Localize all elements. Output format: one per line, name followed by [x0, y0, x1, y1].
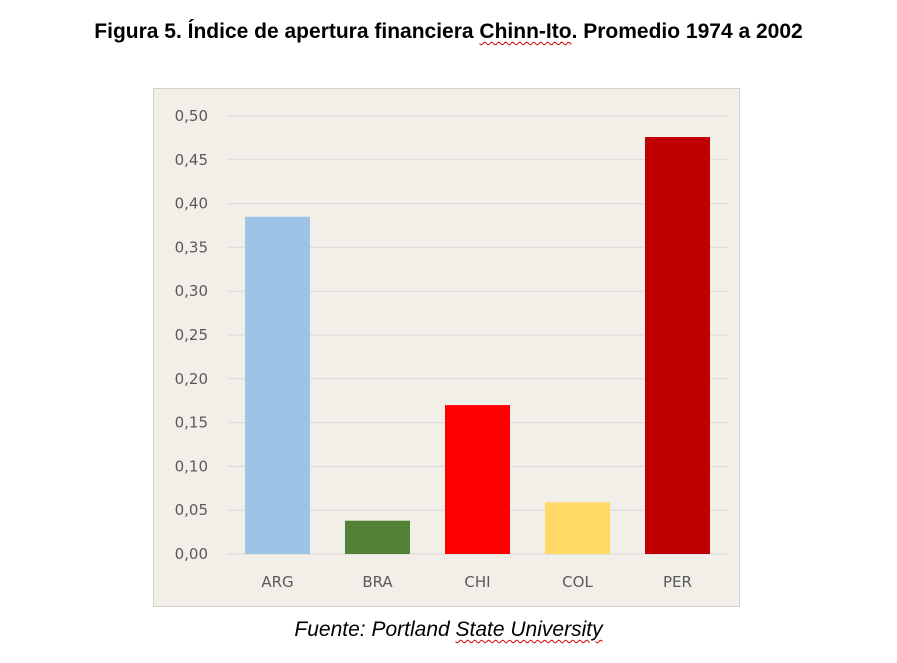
- y-tick-label: 0,10: [175, 457, 208, 475]
- source-note: Fuente: Portland State University: [0, 618, 897, 642]
- gridlines: [228, 115, 728, 555]
- y-tick-label: 0,40: [175, 195, 208, 213]
- source-prefix: Fuente: Portland: [294, 618, 456, 641]
- bar-chart: 0,00 0,05 0,10 0,15 0,20 0,25 0,30 0,35 0,40 0,45…: [175, 107, 728, 591]
- figure-title-suffix: . Promedio 1974 a 2002: [571, 20, 803, 43]
- bar-chi: [445, 405, 510, 554]
- y-tick-label: 0,05: [175, 501, 208, 519]
- y-tick-label: 0,30: [175, 282, 208, 300]
- figure-title: Figura 5. Índice de apertura financiera …: [0, 20, 897, 44]
- x-category-label-arg: ARG: [261, 573, 293, 591]
- figure-title-flagged-word: Chinn-Ito: [479, 20, 572, 43]
- x-category-label-chi: CHI: [464, 573, 490, 591]
- x-category-label-bra: BRA: [362, 573, 393, 591]
- y-tick-label: 0,50: [175, 107, 208, 125]
- y-tick-label: 0,15: [175, 414, 208, 432]
- y-tick-label: 0,35: [175, 238, 208, 256]
- y-tick-label: 0,00: [175, 545, 208, 563]
- y-tick-label: 0,20: [175, 370, 208, 388]
- bars: [245, 137, 710, 555]
- x-axis-category-labels: ARG BRA CHI COL PER: [261, 573, 692, 591]
- chart-area: 0,00 0,05 0,10 0,15 0,20 0,25 0,30 0,35 0,40 0,45…: [153, 88, 740, 607]
- bar-per: [645, 137, 710, 555]
- bar-bra: [345, 520, 410, 554]
- bar-arg: [245, 216, 310, 554]
- x-category-label-col: COL: [562, 573, 593, 591]
- y-tick-label: 0,45: [175, 151, 208, 169]
- bar-col: [545, 502, 610, 554]
- figure-title-prefix: Figura 5. Índice de apertura financiera: [94, 20, 480, 43]
- y-axis-tick-labels: 0,00 0,05 0,10 0,15 0,20 0,25 0,30 0,35 0,40 0,45…: [175, 107, 208, 563]
- source-flagged-words: State University: [455, 618, 603, 641]
- x-category-label-per: PER: [663, 573, 692, 591]
- y-tick-label: 0,25: [175, 326, 208, 344]
